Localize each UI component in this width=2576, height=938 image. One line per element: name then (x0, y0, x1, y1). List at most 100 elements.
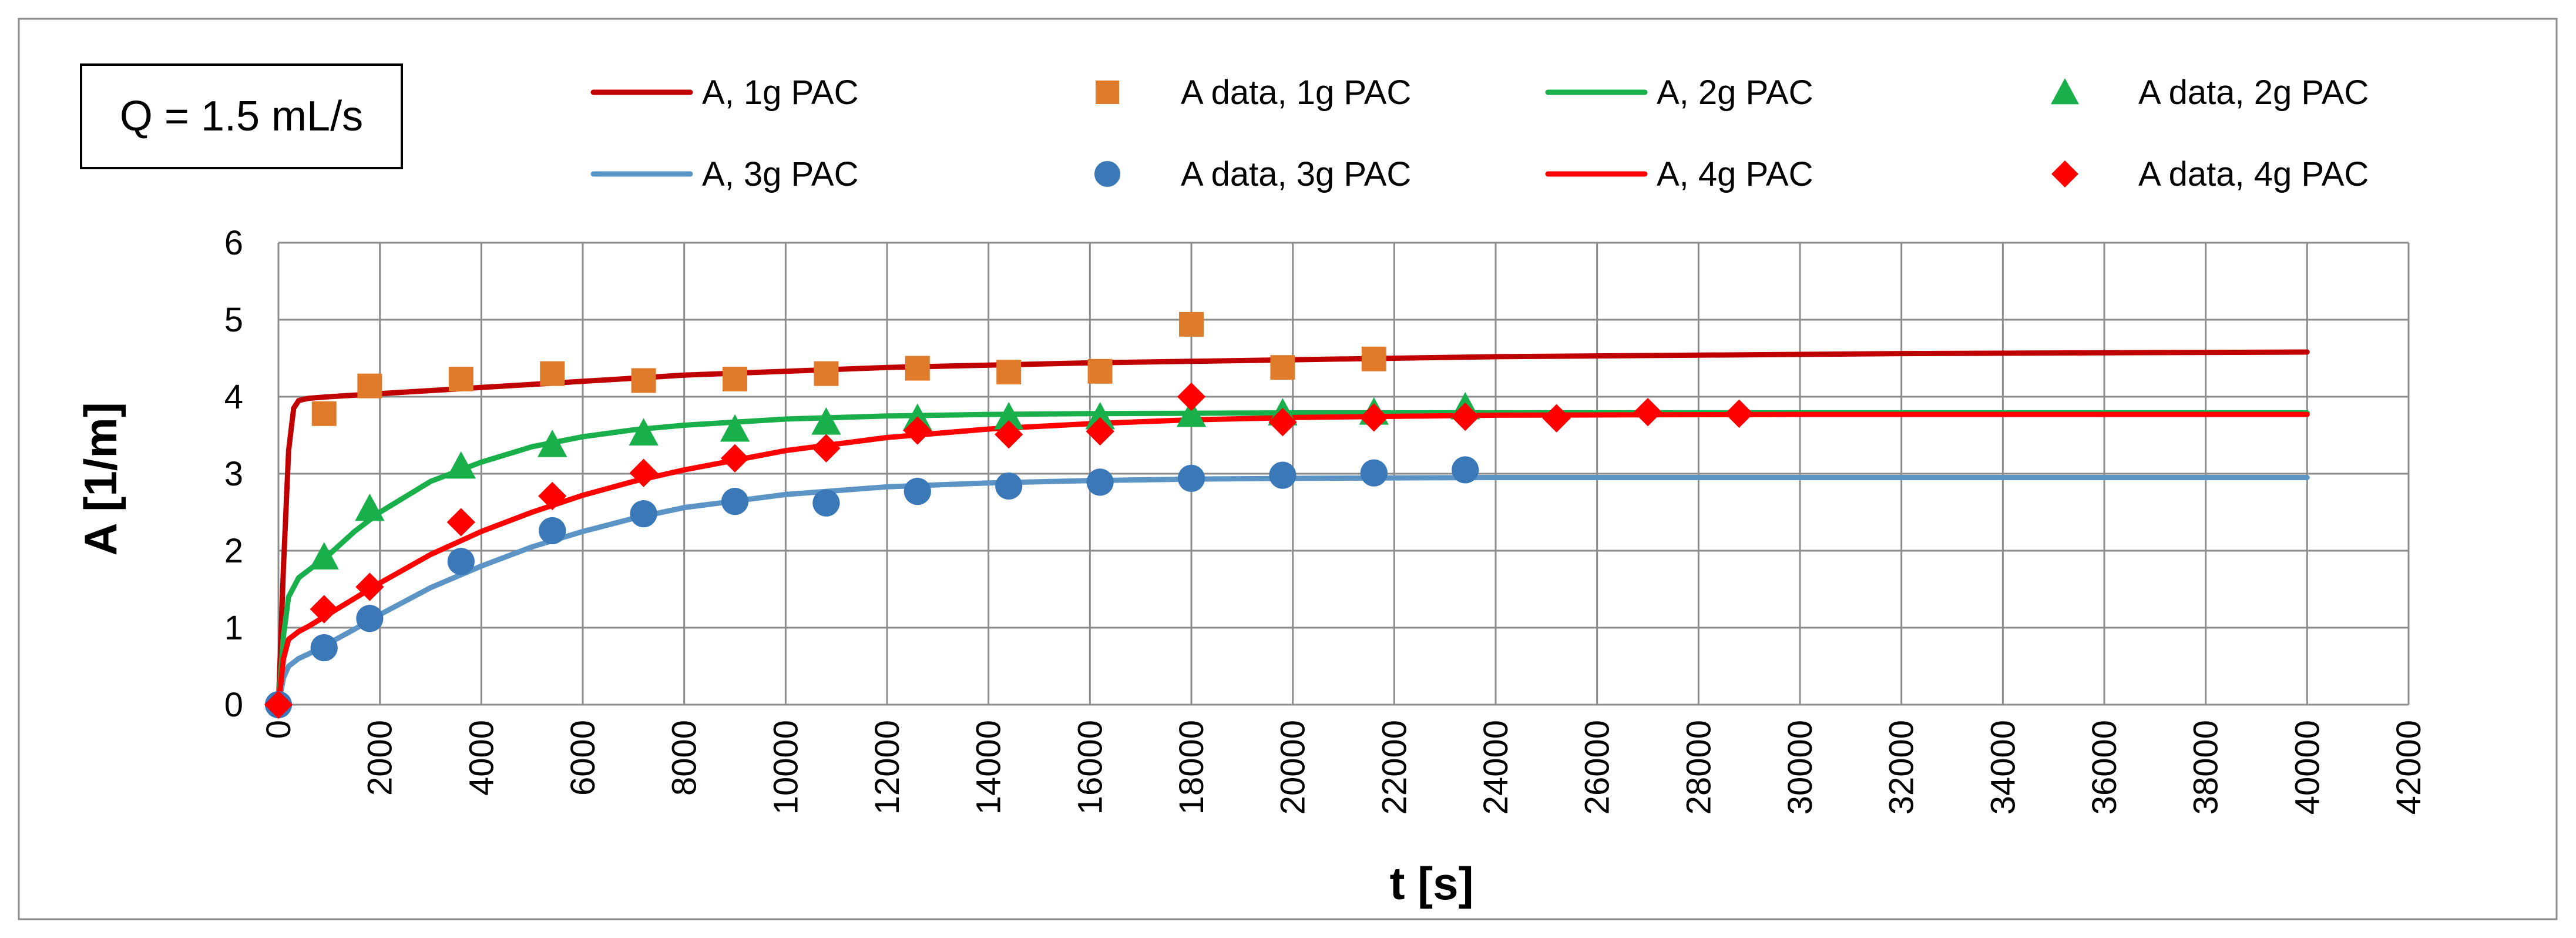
x-tick-label: 36000 (2085, 720, 2124, 815)
y-tick-label: 5 (224, 301, 243, 339)
data-point-triangle (720, 414, 750, 442)
data-point-diamond (903, 416, 932, 445)
x-tick-label: 22000 (1375, 720, 1413, 815)
data-point-circle (310, 634, 338, 662)
series-points-6 (264, 456, 1479, 719)
legend-item: A, 4g PAC (1545, 155, 1813, 193)
data-point-diamond (1725, 399, 1754, 428)
data-point-diamond (310, 595, 338, 624)
x-tick-label: 2000 (361, 720, 399, 796)
legend-label: A data, 2g PAC (2138, 73, 2369, 112)
data-point-diamond (1451, 402, 1480, 431)
x-tick-label: 18000 (1173, 720, 1211, 815)
x-tick-label: 38000 (2187, 720, 2225, 815)
data-point-circle (1360, 459, 1388, 487)
data-point-diamond (264, 690, 293, 719)
x-tick-label: 20000 (1274, 720, 1312, 815)
legend-item: A data, 3g PAC (1094, 155, 1411, 193)
data-point-square (905, 356, 930, 381)
data-point-triangle (1176, 399, 1207, 427)
data-point-circle (1094, 161, 1120, 187)
series-line-5 (276, 475, 2310, 708)
data-point-triangle (994, 401, 1024, 430)
legend-label: A, 3g PAC (702, 155, 859, 193)
x-tick-label: 42000 (2390, 720, 2428, 815)
y-axis-title: A [1/m] (75, 402, 126, 555)
x-tick-label: 16000 (1071, 720, 1109, 815)
y-tick-label: 6 (224, 224, 243, 262)
y-tick-label: 0 (224, 686, 243, 724)
data-point-square (723, 366, 747, 391)
x-tick-label: 28000 (1680, 720, 1718, 815)
data-point-diamond (2051, 160, 2078, 187)
legend-item: A data, 2g PAC (2051, 73, 2369, 112)
data-point-diamond (720, 444, 750, 473)
y-tick-label: 4 (224, 378, 243, 416)
series-line-1 (276, 349, 2310, 708)
series-points-2 (311, 311, 1386, 426)
x-tick-label: 24000 (1477, 720, 1515, 815)
data-point-triangle (355, 493, 385, 521)
legend-item: A data, 4g PAC (2051, 155, 2369, 193)
data-point-circle (904, 478, 931, 505)
x-tick-label: 12000 (868, 720, 906, 815)
annotation-text: Q = 1.5 mL/s (120, 93, 363, 140)
data-point-diamond (1359, 403, 1388, 432)
x-tick-label: 14000 (970, 720, 1008, 815)
data-point-circle (356, 605, 384, 632)
data-point-diamond (1633, 398, 1663, 427)
x-tick-label: 32000 (1883, 720, 1921, 815)
data-point-square (1087, 359, 1113, 384)
legend-label: A, 1g PAC (702, 73, 859, 112)
data-point-circle (721, 488, 749, 515)
data-point-square (311, 401, 337, 426)
data-point-diamond (995, 420, 1023, 449)
data-point-triangle (811, 407, 841, 435)
data-point-circle (539, 517, 566, 545)
data-point-square (1096, 81, 1119, 104)
data-point-diamond (1086, 417, 1114, 446)
x-tick-label: 6000 (564, 720, 602, 796)
data-point-triangle (2051, 78, 2079, 105)
data-point-triangle (629, 418, 659, 445)
annotation-border (80, 63, 403, 169)
legend-item: A, 3g PAC (590, 155, 859, 193)
data-point-circle (447, 548, 475, 575)
data-point-diamond (538, 481, 567, 511)
data-point-circle (1269, 461, 1297, 489)
data-point-circle (995, 472, 1023, 500)
legend-label: A data, 4g PAC (2138, 155, 2369, 193)
x-tick-label: 10000 (767, 720, 805, 815)
data-point-circle (812, 489, 840, 517)
data-point-diamond (629, 458, 658, 487)
data-point-triangle (446, 451, 476, 479)
x-tick-label: 8000 (666, 720, 704, 796)
data-point-circle (1177, 464, 1205, 492)
y-tick-label: 2 (224, 532, 243, 570)
data-point-diamond (1177, 382, 1206, 411)
data-point-diamond (446, 508, 475, 537)
data-point-square (1270, 355, 1295, 380)
series-line-7 (276, 411, 2310, 708)
series-layer (264, 311, 2310, 719)
legend-item: A, 2g PAC (1545, 73, 1813, 112)
data-point-circle (1086, 468, 1114, 496)
data-point-square (814, 361, 839, 386)
data-point-square (631, 368, 656, 393)
legend-item: A data, 1g PAC (1096, 73, 1411, 112)
data-point-circle (630, 500, 657, 528)
y-tick-label: 1 (224, 609, 243, 647)
data-point-square (540, 361, 565, 386)
data-point-square (1361, 346, 1386, 371)
tick-labels: 0 1 2 3 4 5 6 0 2000 4000 6000 8000 10000 12000 14000 1… (224, 224, 2428, 815)
series-points-8 (264, 382, 1754, 719)
legend-label: A, 2g PAC (1657, 73, 1813, 112)
plot-grid (277, 242, 2410, 715)
legend-label: A data, 3g PAC (1181, 155, 1411, 193)
legend: A, 1g PAC A data, 1g PAC A, 2g PAC A data, … (590, 73, 2369, 193)
data-point-diamond (812, 434, 841, 463)
legend-label: A data, 1g PAC (1181, 73, 1411, 112)
x-tick-label: 26000 (1578, 720, 1617, 815)
x-tick-label: 0 (260, 720, 298, 739)
annotation-box: Q = 1.5 mL/s (80, 63, 403, 169)
